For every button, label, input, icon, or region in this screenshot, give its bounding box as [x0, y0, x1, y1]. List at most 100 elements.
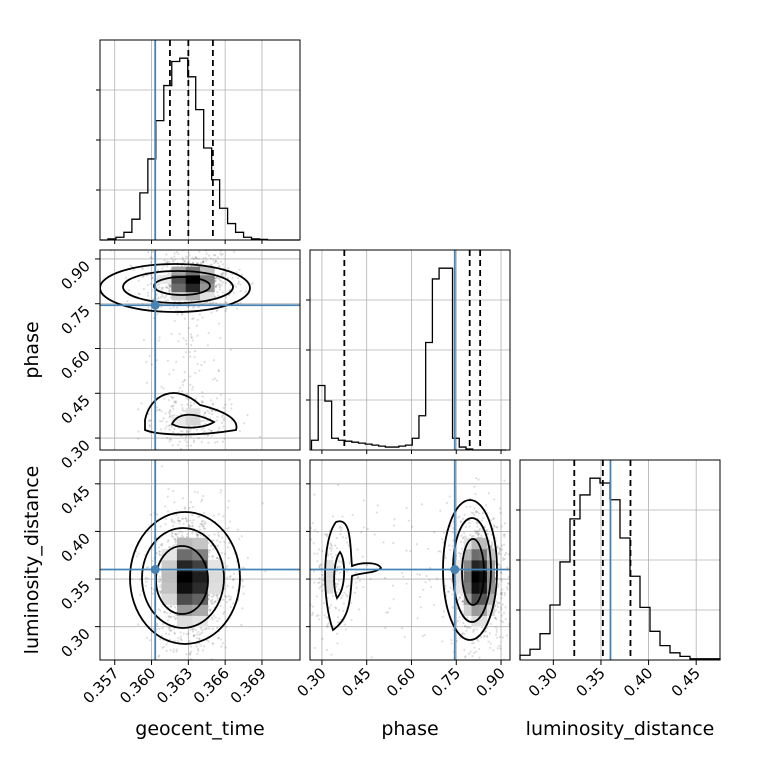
sample-point [174, 540, 177, 544]
sample-point [475, 628, 478, 631]
sample-point [415, 543, 418, 546]
sample-point [361, 555, 364, 558]
sample-point [142, 288, 145, 291]
sample-point [169, 616, 172, 619]
sample-point [422, 588, 425, 591]
sample-point [513, 545, 515, 547]
sample-point [507, 553, 510, 556]
sample-point [373, 533, 376, 536]
sample-point [183, 409, 186, 412]
sample-point [209, 399, 213, 402]
sample-point [190, 343, 193, 347]
sample-point [174, 532, 177, 536]
sample-point [224, 646, 227, 649]
sample-point [195, 257, 198, 260]
sample-point [180, 639, 183, 642]
sample-point [200, 400, 203, 403]
sample-point [321, 589, 324, 592]
sample-point [512, 561, 514, 563]
sample-point [203, 511, 206, 515]
sample-point [152, 627, 155, 630]
sample-point [313, 646, 316, 650]
sample-point [312, 570, 316, 573]
sample-point [339, 571, 342, 574]
sample-point [187, 430, 191, 433]
sample-point [146, 274, 149, 277]
sample-point [191, 531, 194, 535]
sample-point [345, 541, 349, 544]
sample-point [512, 489, 514, 491]
sample-point [495, 525, 498, 529]
sample-point [142, 275, 146, 278]
sample-point [124, 276, 128, 280]
sample-point [165, 632, 168, 635]
sample-point [214, 277, 218, 280]
sample-point [464, 525, 467, 529]
y-tick-label: 0.45 [57, 482, 93, 518]
density-cell [463, 582, 472, 594]
sample-point [191, 256, 194, 259]
sample-point [231, 586, 234, 589]
sample-point [165, 420, 168, 423]
sample-point [141, 267, 144, 271]
sample-point [225, 595, 228, 599]
sample-point [227, 526, 230, 529]
sample-point [174, 402, 177, 405]
sample-point [463, 656, 467, 659]
sample-point [202, 524, 205, 528]
sample-point [238, 268, 241, 271]
sample-point [500, 572, 503, 575]
sample-point [169, 285, 172, 288]
sample-point [177, 640, 180, 643]
sample-point [215, 310, 218, 313]
sample-point [450, 579, 453, 583]
sample-point [208, 534, 211, 537]
sample-point [340, 596, 343, 600]
sample-point [200, 522, 203, 526]
sample-point [179, 386, 182, 389]
sample-point [311, 613, 314, 617]
sample-point [204, 627, 207, 631]
panel-frame [99, 39, 301, 241]
x-tick-label: 0.45 [338, 664, 374, 700]
sample-point [221, 642, 224, 645]
sample-point [172, 544, 175, 547]
sample-point [189, 444, 192, 447]
sample-point [190, 246, 192, 248]
sample-point [343, 623, 346, 626]
sample-point [473, 529, 477, 532]
sample-point [461, 632, 464, 635]
sample-point [215, 594, 218, 597]
sample-point [158, 580, 162, 583]
sample-point [192, 519, 195, 522]
sample-point [196, 647, 200, 651]
y-tick-label: 0.75 [57, 302, 93, 338]
histogram-phase [310, 267, 507, 451]
sample-point [181, 517, 184, 521]
sample-point [173, 319, 176, 323]
sample-point [170, 332, 173, 335]
sample-point [477, 478, 480, 481]
sample-point [481, 529, 484, 532]
sample-point [173, 606, 177, 609]
sample-point [192, 317, 195, 320]
sample-point [140, 402, 143, 405]
sample-point [329, 549, 333, 552]
sample-point [448, 548, 452, 551]
sample-point [336, 632, 339, 635]
sample-point [158, 286, 161, 289]
sample-point [155, 406, 159, 409]
sample-point [224, 281, 227, 285]
sample-point [224, 594, 227, 598]
sample-point [165, 285, 168, 289]
sample-point [242, 585, 245, 588]
sample-point [328, 607, 331, 610]
sample-point [240, 273, 244, 277]
sample-point [207, 441, 210, 444]
sample-point [442, 531, 446, 534]
y-tick-label: 0.90 [57, 257, 93, 293]
sample-point [216, 539, 219, 542]
sample-point [496, 545, 499, 549]
sample-point [317, 581, 320, 584]
sample-point [170, 518, 173, 521]
